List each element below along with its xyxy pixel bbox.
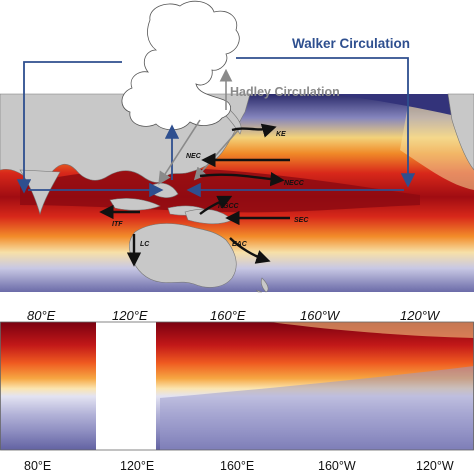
bottom-longitude-axis: 80°E 120°E 160°E 160°W 120°W (24, 459, 454, 473)
northern-cool-waters (330, 94, 474, 120)
hadley-circulation-label: Hadley Circulation (230, 85, 340, 99)
top-tick-120e: 120°E (112, 308, 148, 323)
top-tick-120w: 120°W (400, 308, 441, 323)
top-tick-80e: 80°E (27, 308, 56, 323)
nec-label: NEC (186, 153, 202, 160)
ke-arrow (231, 123, 277, 138)
section-deep-east (160, 366, 474, 450)
top-tick-160e: 160°E (210, 308, 246, 323)
new-zealand-land (255, 277, 269, 293)
sec-label: SEC (294, 217, 309, 224)
hadley-arrow-descend (158, 119, 201, 185)
bottom-tick-160e: 160°E (220, 459, 254, 473)
walker-circulation-arrows (16, 57, 416, 198)
sst-map-panel: Walker Circulation Hadley Circulation KE… (0, 0, 474, 293)
necc-arrow (199, 172, 285, 187)
bottom-tick-120e: 120°E (120, 459, 154, 473)
eac-arrow (229, 237, 271, 264)
convective-cloud (121, 0, 240, 131)
depth-section-panel (0, 320, 474, 452)
bottom-tick-160w: 160°W (318, 459, 356, 473)
ocean-current-labels: KE NEC NECC NGCC SEC ITF LC EAC (112, 131, 309, 248)
ngcc-label: NGCC (218, 203, 240, 210)
hadley-circulation-arrows (158, 68, 241, 185)
section-land-mask (96, 320, 156, 452)
section-east-shoaling (270, 322, 474, 338)
lc-label: LC (140, 241, 150, 248)
ocean-current-arrows (99, 123, 290, 267)
ngcc-arrow (199, 195, 233, 215)
walker-circulation-label: Walker Circulation (292, 36, 410, 51)
walker-arrow-east-upper (236, 57, 416, 188)
ke-label: KE (276, 131, 286, 138)
necc-label: NECC (284, 180, 305, 187)
bottom-tick-80e: 80°E (24, 459, 51, 473)
hadley-arrow-return (193, 127, 241, 181)
bottom-tick-120w: 120°W (416, 459, 454, 473)
eac-label: EAC (232, 241, 248, 248)
walker-arrow-west-upper (16, 61, 122, 194)
itf-label: ITF (112, 221, 123, 228)
top-tick-160w: 160°W (300, 308, 341, 323)
top-longitude-axis: 80°E 120°E 160°E 160°W 120°W (27, 308, 441, 323)
